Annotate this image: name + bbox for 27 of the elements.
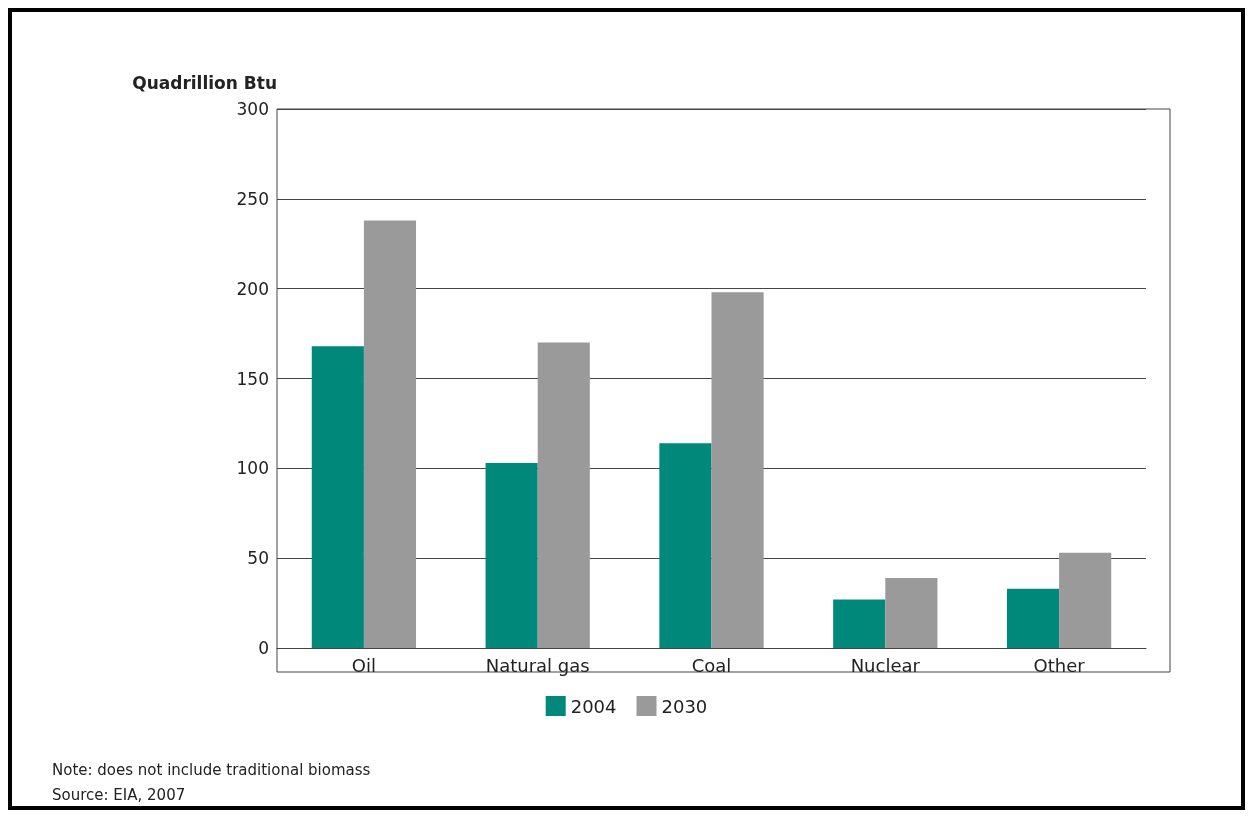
y-tick-label: 200 — [236, 278, 269, 299]
y-tick-label: 50 — [247, 548, 269, 569]
bar — [1006, 588, 1060, 648]
x-tick-label: Oil — [351, 654, 376, 676]
bar — [711, 292, 764, 648]
legend-label: 2004 — [570, 695, 617, 717]
x-tick-label: Nuclear — [850, 654, 921, 676]
x-tick-label: Coal — [691, 654, 732, 676]
bar — [1059, 552, 1112, 648]
bar — [363, 220, 417, 648]
y-tick-label: 150 — [236, 368, 269, 389]
y-tick-label: 250 — [236, 188, 269, 209]
x-tick-label: Other — [1033, 654, 1086, 676]
bar — [537, 342, 590, 648]
bar — [659, 443, 712, 648]
x-tick-label: Natural gas — [485, 654, 590, 676]
bar — [833, 599, 886, 648]
y-tick-label: 100 — [236, 458, 269, 479]
y-tick-label: 0 — [258, 638, 269, 658]
y-axis-title: Quadrillion Btu — [132, 72, 277, 93]
y-tick-label: 300 — [236, 99, 269, 119]
legend-label: 2030 — [661, 695, 708, 717]
bar — [885, 577, 938, 648]
bar — [485, 462, 538, 648]
bar — [311, 346, 364, 648]
source-note: Source: EIA, 2007 — [52, 785, 186, 804]
text: Note: does not include traditional biomass — [52, 760, 371, 779]
